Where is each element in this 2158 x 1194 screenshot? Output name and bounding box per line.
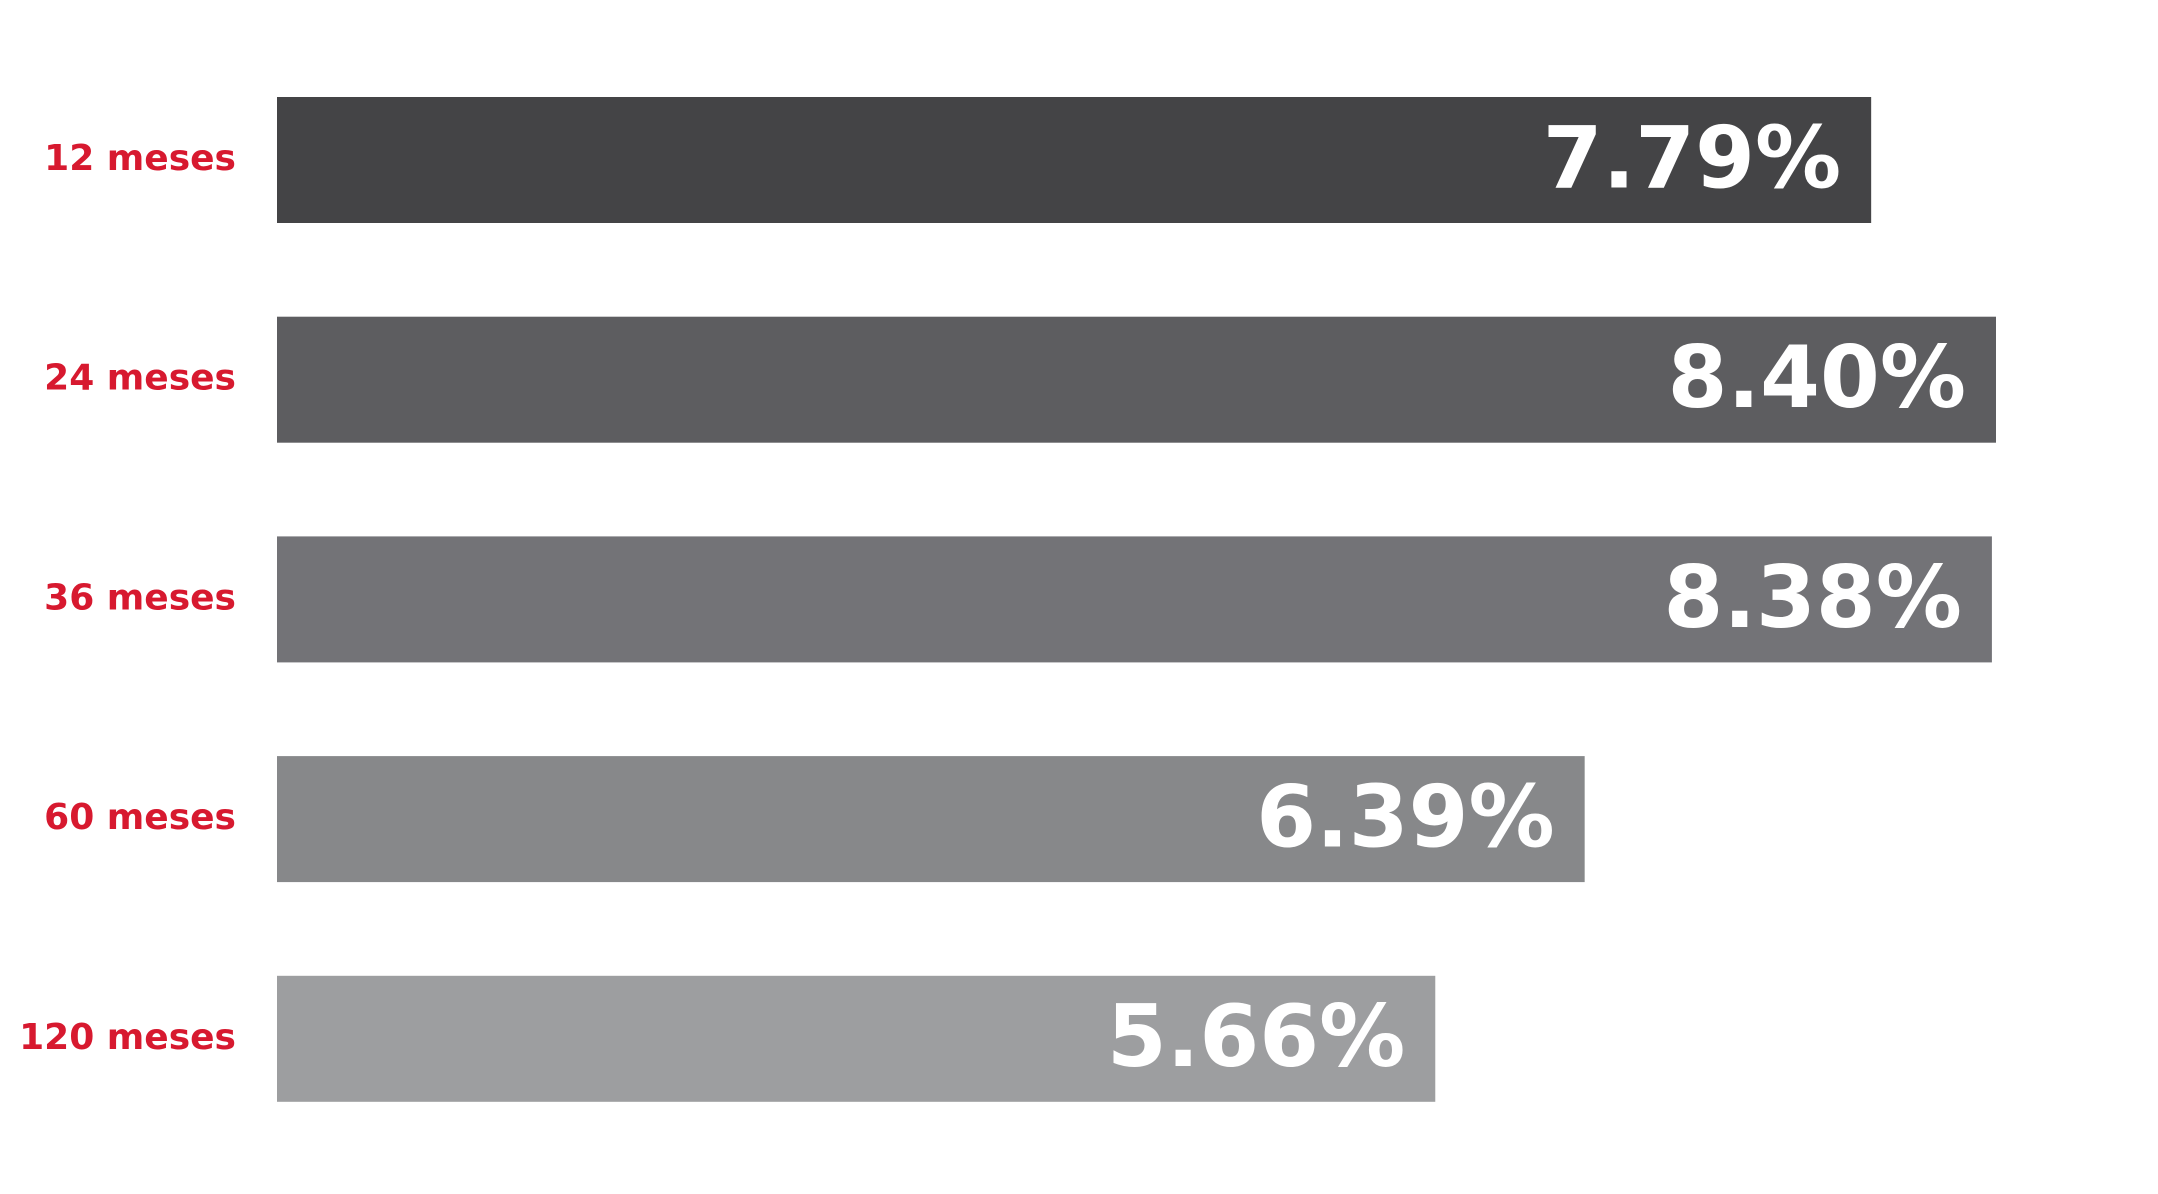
bar bbox=[277, 97, 1872, 223]
value-label: 7.79% bbox=[1543, 108, 1841, 208]
bar bbox=[277, 756, 1585, 883]
bar bbox=[277, 975, 1436, 1102]
category-label: 120 meses bbox=[19, 1017, 236, 1058]
category-label: 12 meses bbox=[44, 138, 236, 179]
value-label: 5.66% bbox=[1107, 987, 1405, 1087]
category-label: 36 meses bbox=[44, 577, 236, 618]
bar bbox=[277, 536, 1992, 663]
category-label: 24 meses bbox=[44, 358, 236, 399]
value-label: 8.38% bbox=[1664, 548, 1962, 648]
value-label: 6.39% bbox=[1256, 768, 1554, 868]
category-label: 60 meses bbox=[44, 797, 236, 838]
value-label: 8.40% bbox=[1668, 328, 1966, 428]
bar bbox=[277, 316, 1996, 443]
